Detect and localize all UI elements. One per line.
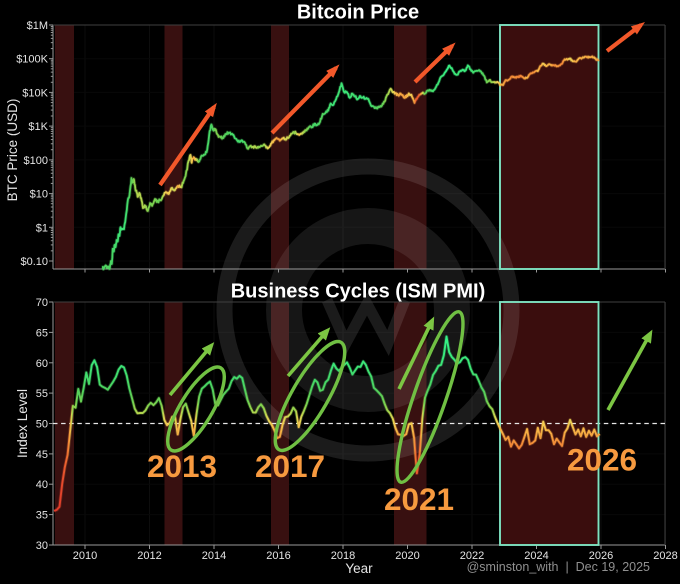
svg-text:45: 45	[36, 449, 48, 461]
svg-text:Year: Year	[345, 561, 373, 576]
svg-text:$100: $100	[24, 155, 48, 167]
svg-text:50: 50	[36, 419, 48, 431]
svg-text:40: 40	[36, 479, 48, 491]
svg-text:2028: 2028	[653, 550, 677, 562]
svg-text:2010: 2010	[73, 550, 97, 562]
svg-text:30: 30	[36, 540, 48, 552]
svg-text:$1K: $1K	[28, 121, 48, 133]
svg-text:2013: 2013	[147, 448, 217, 484]
svg-text:60: 60	[36, 358, 48, 370]
svg-text:$100K: $100K	[16, 54, 48, 66]
svg-text:55: 55	[36, 388, 48, 400]
svg-text:BTC Price (USD): BTC Price (USD)	[5, 99, 20, 202]
svg-text:2026: 2026	[589, 550, 613, 562]
svg-text:2016: 2016	[266, 550, 290, 562]
svg-text:$10: $10	[30, 189, 48, 201]
svg-text:2026: 2026	[567, 442, 637, 478]
svg-text:70: 70	[36, 297, 48, 309]
svg-text:$1M: $1M	[27, 20, 48, 32]
svg-text:2014: 2014	[202, 550, 226, 562]
svg-text:@sminston_with | Dec 19, 202: @sminston_with | Dec 19, 2025	[467, 560, 650, 574]
svg-text:2012: 2012	[137, 550, 161, 562]
svg-text:35: 35	[36, 510, 48, 522]
svg-text:2017: 2017	[255, 448, 325, 484]
svg-text:Bitcoin Price: Bitcoin Price	[297, 2, 419, 24]
svg-text:2022: 2022	[460, 550, 484, 562]
svg-text:2020: 2020	[395, 550, 419, 562]
svg-text:2018: 2018	[331, 550, 355, 562]
svg-text:$0.10: $0.10	[20, 256, 48, 268]
svg-text:Index Level: Index Level	[15, 389, 30, 458]
svg-text:2024: 2024	[524, 550, 548, 562]
svg-text:2021: 2021	[384, 481, 454, 517]
svg-text:65: 65	[36, 327, 48, 339]
svg-text:$1: $1	[36, 222, 48, 234]
svg-text:$10K: $10K	[22, 87, 48, 99]
svg-text:Business Cycles (ISM PMI): Business Cycles (ISM PMI)	[231, 281, 486, 303]
